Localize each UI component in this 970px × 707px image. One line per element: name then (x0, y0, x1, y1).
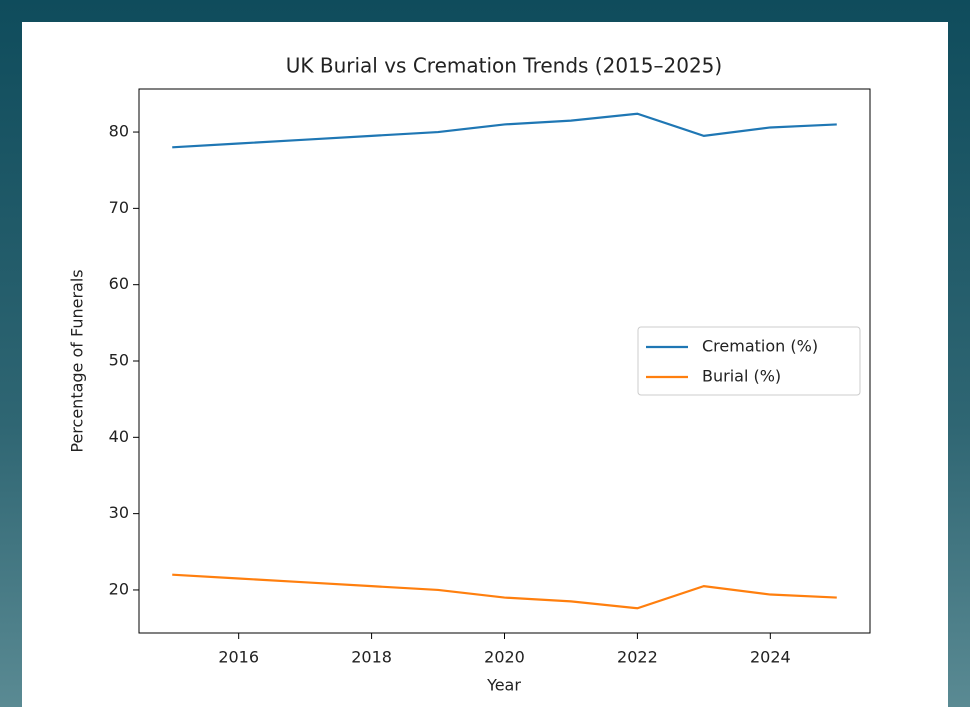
y-axis-label: Percentage of Funerals (68, 269, 87, 452)
y-tick-label: 40 (109, 427, 129, 446)
y-tick-label: 80 (109, 122, 129, 141)
y-tick-label: 70 (109, 198, 129, 217)
series-line (172, 112, 837, 149)
chart-title: UK Burial vs Cremation Trends (2015–2025… (286, 54, 722, 78)
plot-frame (138, 88, 871, 634)
legend-box (637, 326, 861, 396)
y-tick-label: 30 (109, 503, 129, 522)
legend-label: Burial (%) (702, 367, 781, 386)
x-tick-label: 2018 (351, 648, 392, 667)
y-tick-label: 50 (109, 351, 129, 370)
x-tick-label: 2016 (218, 648, 259, 667)
x-tick-label: 2022 (617, 648, 658, 667)
series-line (172, 573, 837, 610)
legend-label: Cremation (%) (702, 337, 818, 356)
x-tick-label: 2024 (750, 648, 791, 667)
y-tick-label: 20 (109, 579, 129, 598)
y-tick-label: 60 (109, 274, 129, 293)
x-axis-label: Year (486, 676, 521, 695)
x-tick-label: 2020 (484, 648, 525, 667)
